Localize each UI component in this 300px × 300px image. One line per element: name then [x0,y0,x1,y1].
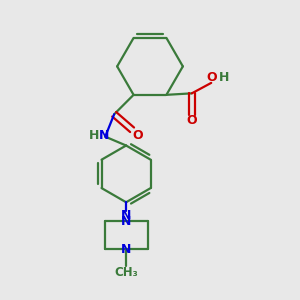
Text: O: O [187,114,197,127]
Text: O: O [132,129,143,142]
Text: N: N [121,243,131,256]
Text: CH₃: CH₃ [114,266,138,279]
Text: N: N [98,129,109,142]
Text: O: O [207,71,218,84]
Text: H: H [219,71,229,84]
Text: N: N [121,214,131,228]
Text: H: H [89,129,99,142]
Text: N: N [121,209,131,223]
